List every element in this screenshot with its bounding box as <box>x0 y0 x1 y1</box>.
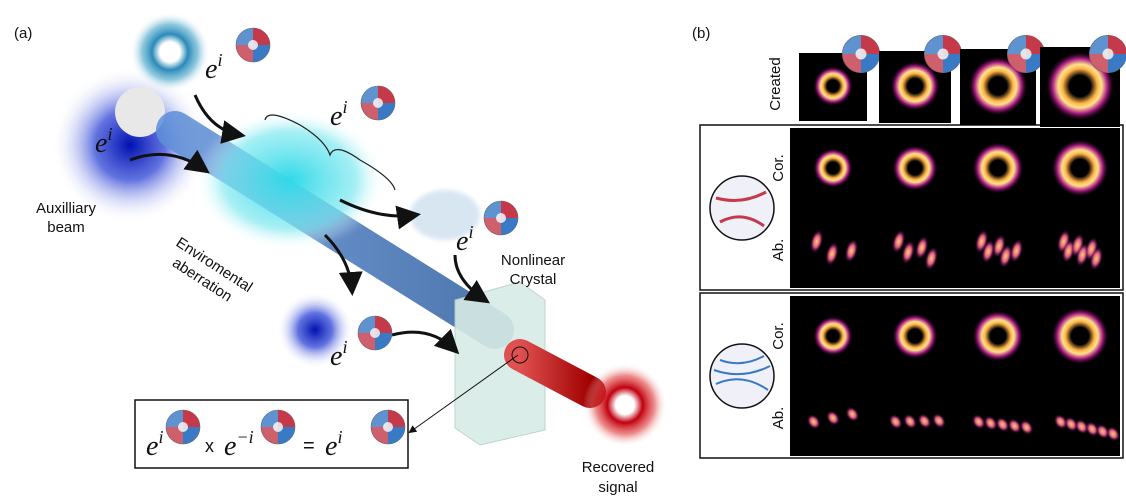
equals: = <box>303 435 315 457</box>
panel-label: (b) <box>692 25 710 42</box>
row-label: Ab. <box>770 239 787 262</box>
aberration-icon <box>710 176 774 240</box>
phase-inset <box>1089 35 1126 72</box>
row-label: Created <box>767 57 784 110</box>
times: x <box>205 436 214 456</box>
input-donut <box>130 12 210 92</box>
row-label: Cor. <box>770 154 787 182</box>
row-label: Cor. <box>770 322 787 350</box>
corrected-ring <box>1051 307 1109 365</box>
output-donut <box>583 363 667 447</box>
arrow <box>392 332 455 350</box>
phase-term: ei <box>330 337 347 372</box>
figure: (a) ei ei ei ei ei Auxilliarybeam Enviro… <box>0 0 1126 498</box>
row-label: Ab. <box>770 407 787 430</box>
corrected-ring <box>892 145 938 191</box>
corrected-ring <box>1051 139 1109 197</box>
panel-label: (a) <box>14 25 32 42</box>
phase-inset <box>1007 35 1044 72</box>
corrected-ring <box>813 316 853 356</box>
phase-inset <box>924 35 961 72</box>
corrected-ring <box>972 142 1024 194</box>
corrected-ring <box>892 313 938 359</box>
phase-term: ei <box>456 222 473 257</box>
corrected-ring <box>813 148 853 188</box>
aberration-icon <box>710 344 774 408</box>
phase-inset <box>842 35 879 72</box>
corrected-ring <box>972 310 1024 362</box>
created-ring <box>813 66 853 106</box>
phase-term: ei <box>205 50 222 85</box>
aberration-label: Enviromentalaberration <box>162 234 255 312</box>
